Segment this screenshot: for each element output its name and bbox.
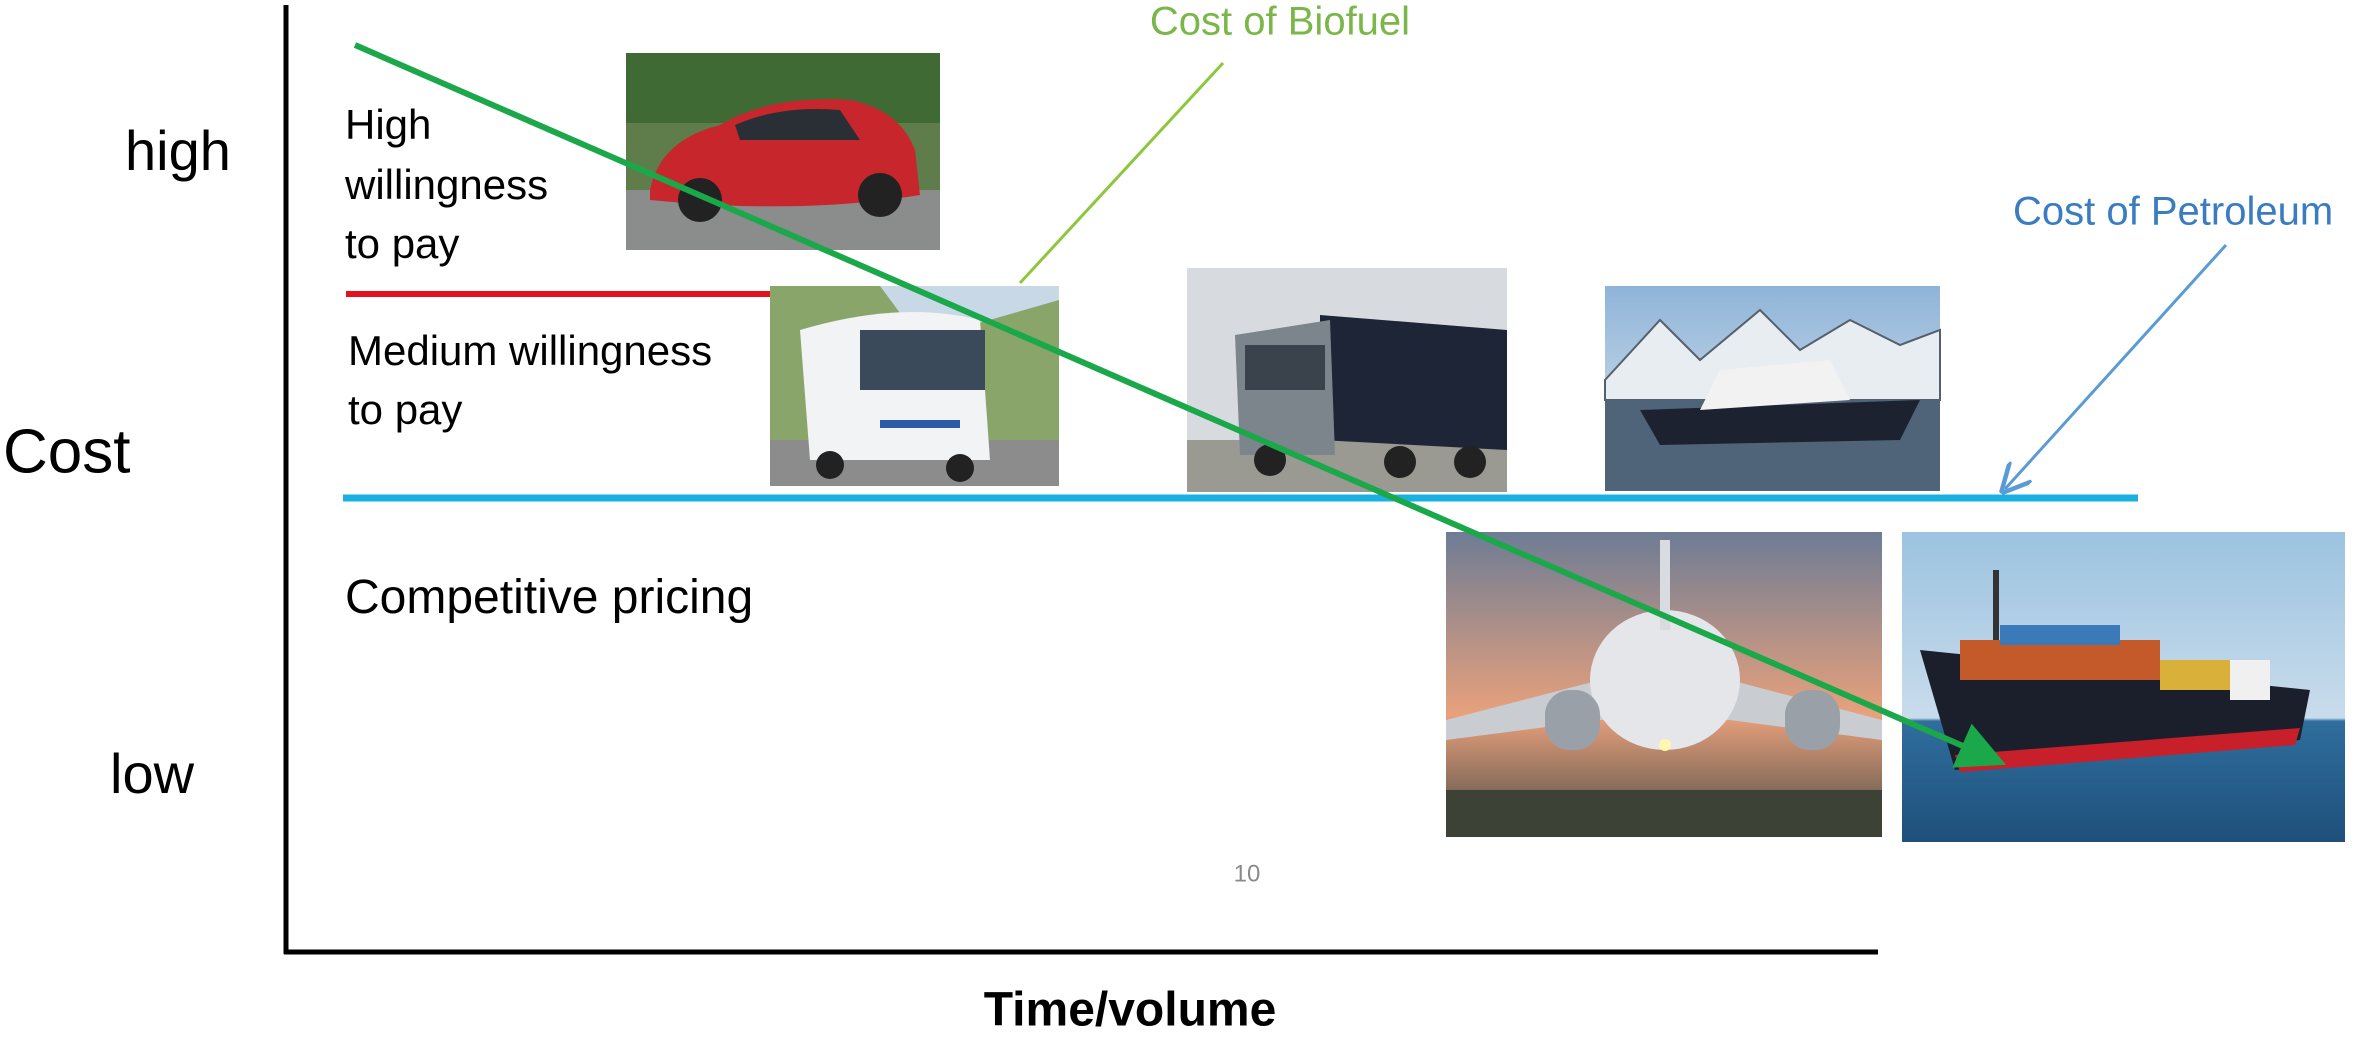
- ship-photo: [1902, 532, 2345, 842]
- bus-photo: [770, 286, 1059, 486]
- label-line: High: [345, 101, 431, 148]
- high-region-label: High willingness to pay: [344, 101, 560, 267]
- petroleum-pointer: [2005, 243, 2228, 489]
- label-line: Medium willingness: [348, 327, 712, 374]
- biofuel-cost-arrow: [353, 42, 2007, 768]
- label-line: Competitive pricing: [345, 571, 753, 624]
- car-photo: [626, 53, 940, 250]
- plane-photo: [1446, 532, 1882, 837]
- y-low-label: low: [110, 742, 195, 805]
- low-region-label: Competitive pricing: [345, 571, 753, 624]
- truck-photo: [1187, 268, 1507, 492]
- label-line: to pay: [348, 386, 462, 433]
- medium-region-label: Medium willingness to pay: [348, 327, 724, 433]
- label-line: willingness: [344, 161, 548, 208]
- ferry-photo: [1604, 286, 1941, 491]
- biofuel-pointer: [1018, 61, 1225, 285]
- page-number: 10: [1234, 860, 1261, 887]
- label-line: to pay: [345, 220, 459, 267]
- x-axis-label: Time/volume: [984, 984, 1277, 1037]
- y-axis-label: Cost: [3, 417, 130, 486]
- petroleum-label: Cost of Petroleum: [2013, 190, 2333, 234]
- y-high-label: high: [125, 119, 231, 182]
- biofuel-label: Cost of Biofuel: [1150, 0, 1410, 44]
